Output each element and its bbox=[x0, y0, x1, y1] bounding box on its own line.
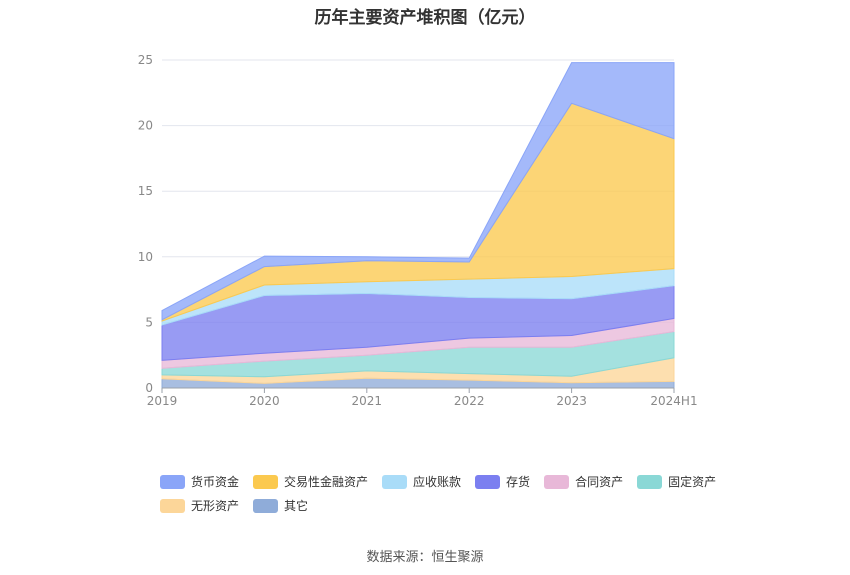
x-tick-label: 2024H1 bbox=[650, 394, 697, 408]
legend-label: 应收账款 bbox=[413, 475, 462, 489]
legend-item[interactable]: 其它 bbox=[253, 496, 308, 515]
legend-item[interactable]: 交易性金融资产 bbox=[253, 472, 368, 491]
legend-item[interactable]: 存货 bbox=[475, 472, 530, 491]
legend-swatch bbox=[382, 474, 408, 489]
legend-label: 交易性金融资产 bbox=[284, 475, 369, 489]
axes: 0 5 10 15 20 25 2019 2020 2021 2022 2023 2024H1 bbox=[138, 53, 698, 408]
y-tick-label: 25 bbox=[138, 53, 153, 67]
legend-item[interactable]: 货币资金 bbox=[160, 472, 239, 491]
legend: 货币资金 交易性金融资产 应收账款 存货 合同资产 固定资产无形资产 其它 bbox=[160, 472, 720, 515]
legend-item[interactable]: 应收账款 bbox=[382, 472, 461, 491]
y-tick-label: 5 bbox=[145, 315, 153, 329]
legend-item[interactable]: 固定资产 bbox=[637, 472, 716, 491]
legend-label: 货币资金 bbox=[191, 475, 240, 489]
legend-swatch bbox=[475, 474, 501, 489]
y-tick-label: 0 bbox=[145, 381, 153, 395]
area-series bbox=[161, 62, 675, 389]
data-source: 数据来源：恒生聚源 bbox=[366, 550, 484, 565]
legend-label: 合同资产 bbox=[575, 475, 624, 489]
legend-item[interactable]: 合同资产 bbox=[544, 472, 623, 491]
legend-swatch bbox=[160, 474, 185, 489]
y-tick-label: 15 bbox=[138, 184, 153, 198]
legend-label: 无形资产 bbox=[191, 499, 240, 513]
legend-label: 其它 bbox=[284, 499, 309, 513]
area-货币资金 bbox=[161, 62, 675, 321]
legend-swatch bbox=[253, 498, 279, 513]
legend-label: 存货 bbox=[506, 475, 531, 489]
x-tick-label: 2022 bbox=[454, 394, 485, 408]
x-tick-label: 2019 bbox=[147, 394, 178, 408]
x-tick-label: 2023 bbox=[556, 394, 587, 408]
legend-swatch bbox=[160, 498, 185, 513]
x-tick-label: 2020 bbox=[249, 394, 280, 408]
y-tick-label: 20 bbox=[138, 119, 153, 133]
legend-item[interactable]: 无形资产 bbox=[160, 496, 239, 515]
x-tick-label: 2021 bbox=[352, 394, 383, 408]
chart-title: 历年主要资产堆积图（亿元） bbox=[314, 8, 536, 28]
legend-swatch bbox=[253, 474, 279, 489]
legend-label: 固定资产 bbox=[668, 475, 717, 489]
legend-swatch bbox=[637, 474, 663, 489]
legend-swatch bbox=[544, 474, 570, 489]
y-tick-label: 10 bbox=[138, 250, 153, 264]
